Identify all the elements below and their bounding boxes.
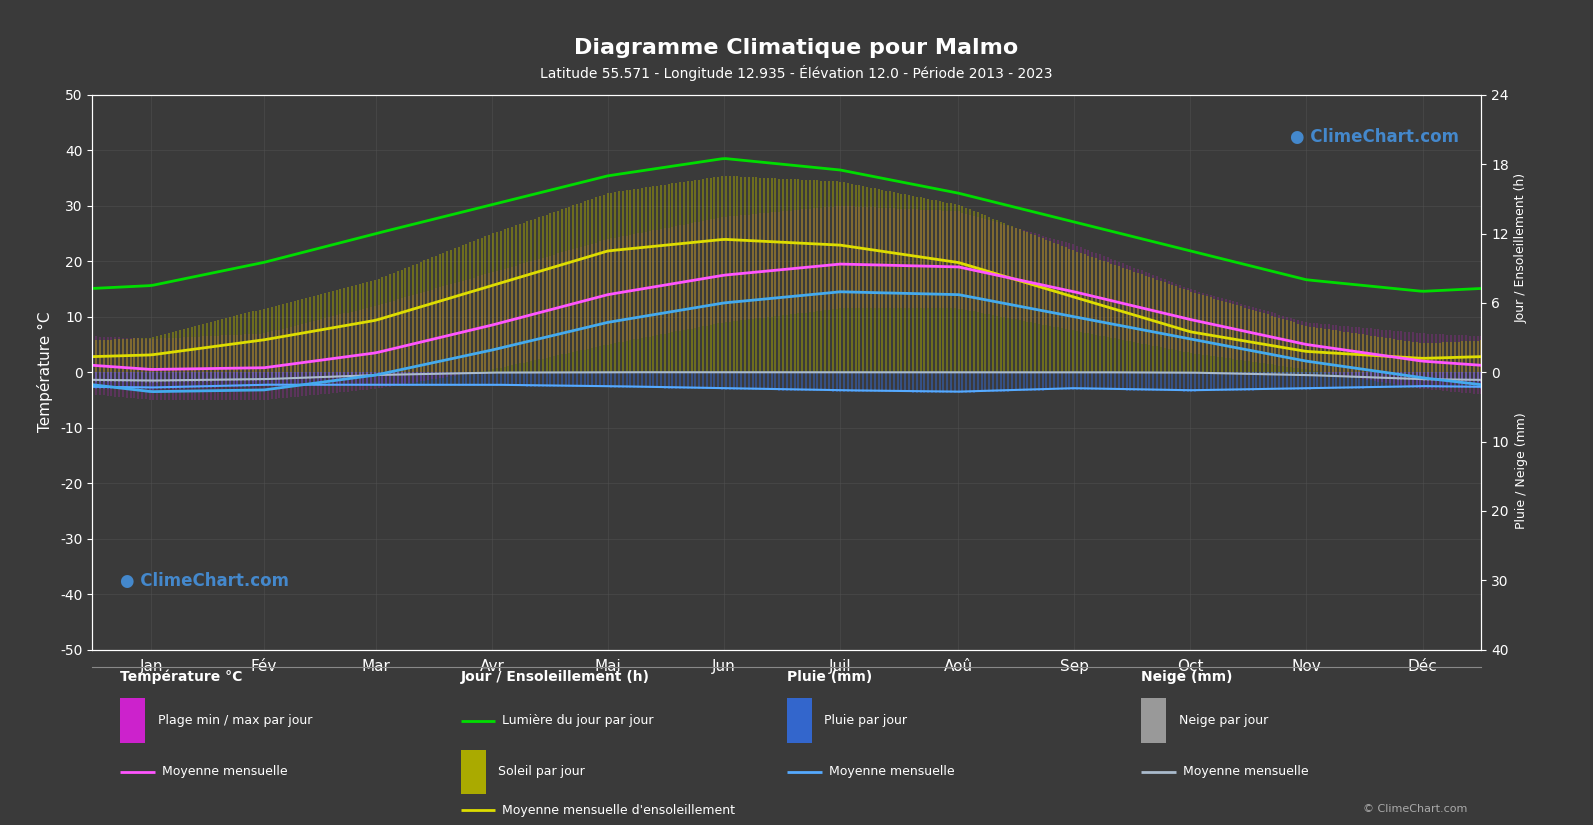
Text: Pluie (mm): Pluie (mm) [787, 670, 873, 684]
Text: Pluie / Neige (mm): Pluie / Neige (mm) [1515, 412, 1528, 529]
Text: Diagramme Climatique pour Malmo: Diagramme Climatique pour Malmo [575, 38, 1018, 58]
Text: Neige (mm): Neige (mm) [1141, 670, 1233, 684]
FancyBboxPatch shape [787, 698, 812, 743]
Text: ● ClimeChart.com: ● ClimeChart.com [119, 572, 290, 590]
Text: Température °C: Température °C [119, 670, 242, 684]
Text: Soleil par jour: Soleil par jour [499, 766, 585, 779]
Text: Latitude 55.571 - Longitude 12.935 - Élévation 12.0 - Période 2013 - 2023: Latitude 55.571 - Longitude 12.935 - Élé… [540, 64, 1053, 81]
FancyBboxPatch shape [1141, 698, 1166, 743]
Y-axis label: Température °C: Température °C [37, 312, 53, 432]
Text: Neige par jour: Neige par jour [1179, 714, 1268, 728]
Text: Jour / Ensoleillement (h): Jour / Ensoleillement (h) [1515, 172, 1528, 323]
FancyBboxPatch shape [119, 698, 145, 743]
Text: © ClimeChart.com: © ClimeChart.com [1364, 804, 1467, 813]
Text: Jour / Ensoleillement (h): Jour / Ensoleillement (h) [460, 670, 650, 684]
Text: Plage min / max par jour: Plage min / max par jour [158, 714, 312, 728]
Text: Pluie par jour: Pluie par jour [825, 714, 908, 728]
Text: Moyenne mensuelle: Moyenne mensuelle [1184, 766, 1308, 779]
Text: ● ClimeChart.com: ● ClimeChart.com [1290, 128, 1459, 146]
Text: Lumière du jour par jour: Lumière du jour par jour [502, 714, 653, 728]
FancyBboxPatch shape [460, 750, 486, 794]
Text: Moyenne mensuelle: Moyenne mensuelle [162, 766, 287, 779]
Text: Moyenne mensuelle d'ensoleillement: Moyenne mensuelle d'ensoleillement [502, 804, 736, 817]
Text: Moyenne mensuelle: Moyenne mensuelle [828, 766, 954, 779]
